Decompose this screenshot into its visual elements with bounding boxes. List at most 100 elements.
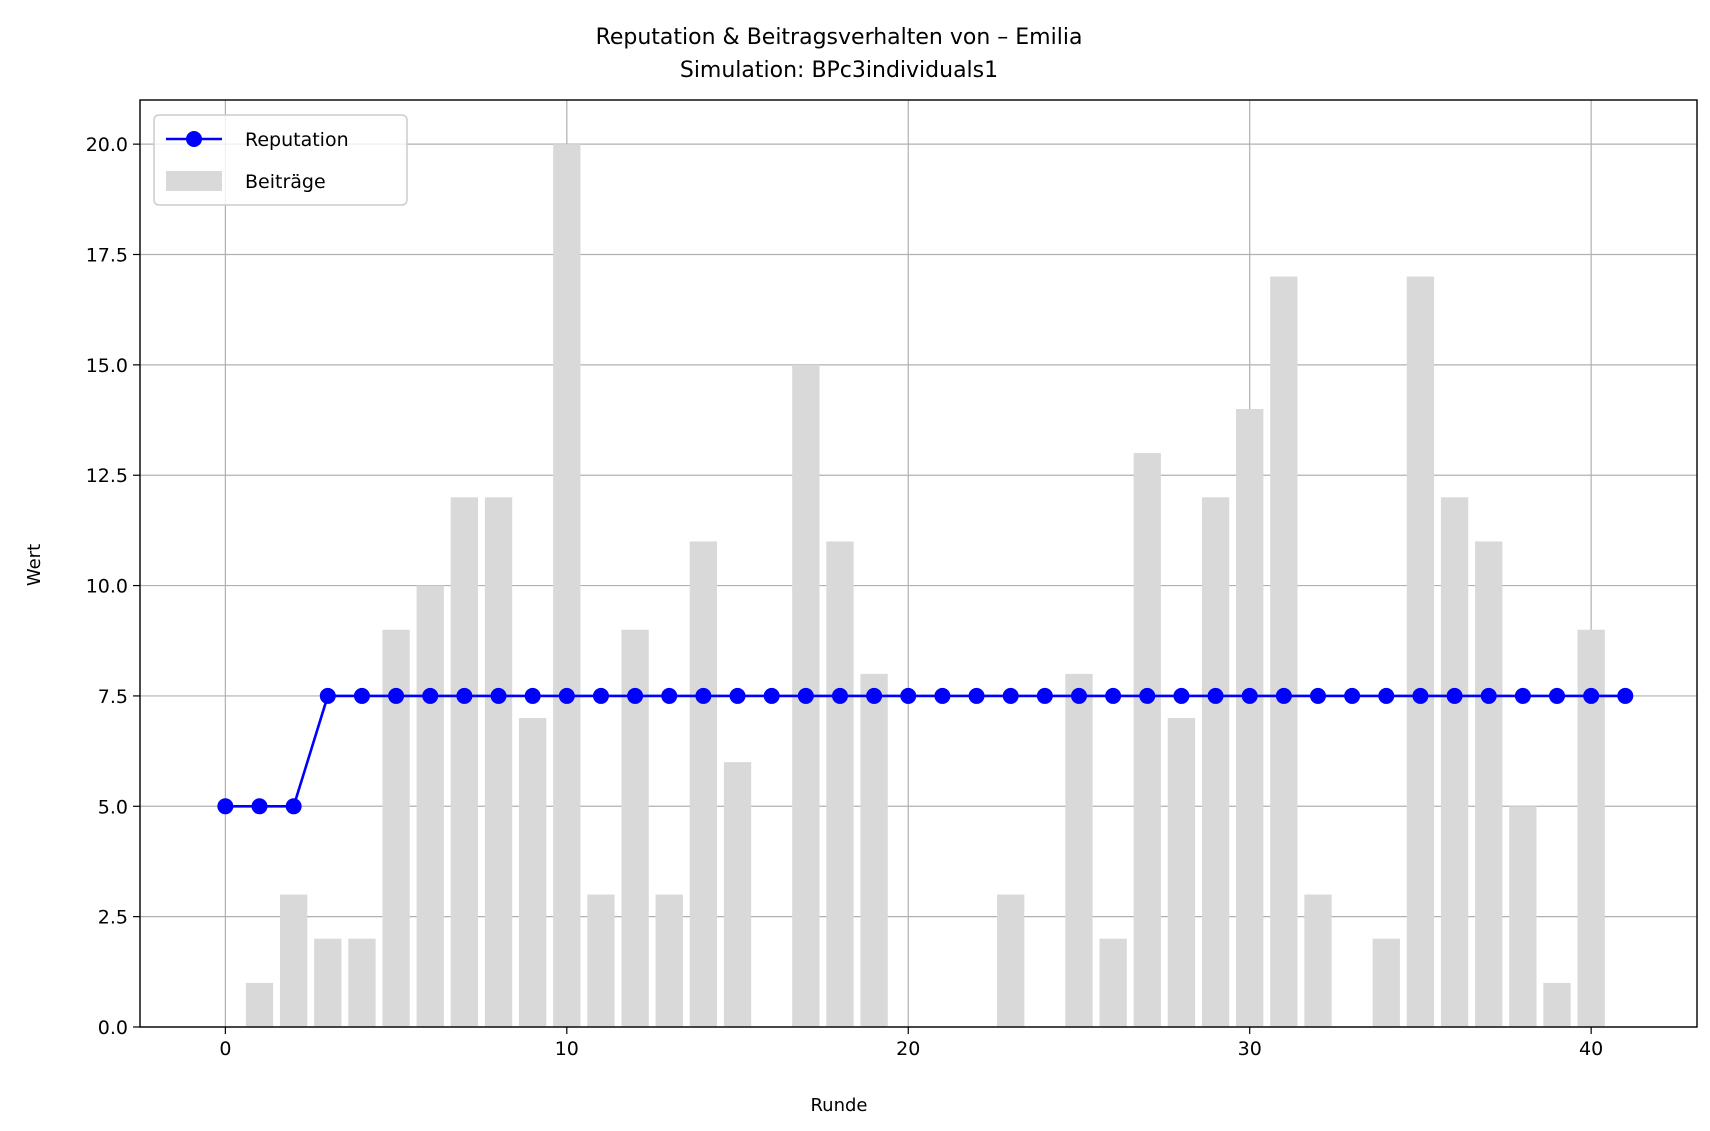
reputation-point <box>1446 687 1463 704</box>
x-tick-label: 40 <box>1579 1038 1603 1060</box>
reputation-point <box>1378 687 1395 704</box>
line-series <box>217 687 1634 815</box>
reputation-point <box>1173 687 1190 704</box>
contribution-bar <box>1372 938 1400 1027</box>
reputation-point <box>1617 687 1634 704</box>
contribution-bar <box>655 894 683 1027</box>
contribution-bar <box>689 541 718 1027</box>
reputation-point <box>661 687 678 704</box>
y-tick-label: 20.0 <box>86 134 128 156</box>
contribution-bar <box>997 894 1025 1027</box>
legend-contributions-label: Beiträge <box>245 171 326 193</box>
contribution-bar <box>587 894 615 1027</box>
reputation-point <box>831 687 848 704</box>
contribution-bar <box>1304 894 1332 1027</box>
legend-reputation-label: Reputation <box>245 129 349 151</box>
reputation-point <box>251 798 268 815</box>
reputation-point <box>217 798 234 815</box>
reputation-point <box>353 687 370 704</box>
reputation-point <box>524 687 541 704</box>
reputation-point <box>1583 687 1600 704</box>
y-axis-label: Wert <box>24 544 45 586</box>
x-axis-label: Runde <box>810 1095 867 1116</box>
reputation-point <box>285 798 302 815</box>
contribution-bar <box>1270 276 1298 1028</box>
contribution-bar <box>1236 409 1264 1027</box>
x-tick-label: 0 <box>219 1038 231 1060</box>
x-tick-label: 20 <box>896 1038 920 1060</box>
bar-series <box>245 144 1605 1028</box>
reputation-point <box>968 687 985 704</box>
contribution-bar <box>860 673 888 1027</box>
contribution-bar <box>245 982 274 1027</box>
reputation-point <box>797 687 814 704</box>
reputation-point <box>627 687 644 704</box>
contribution-bar <box>1099 938 1127 1027</box>
reputation-point <box>1309 687 1326 704</box>
y-tick-label: 12.5 <box>86 465 128 487</box>
plot-frame <box>139 99 1698 1028</box>
contribution-bar <box>484 497 513 1027</box>
reputation-point <box>900 687 917 704</box>
reputation-point <box>1514 687 1531 704</box>
contribution-bar <box>1167 718 1196 1027</box>
reputation-point <box>558 687 575 704</box>
contribution-bar <box>553 144 581 1028</box>
y-tick-label: 17.5 <box>86 245 128 267</box>
contribution-bar <box>826 541 854 1027</box>
reputation-point <box>1070 687 1087 704</box>
y-tick-label: 10.0 <box>86 576 128 598</box>
contribution-bar <box>314 938 342 1027</box>
contribution-bar <box>1133 453 1161 1028</box>
contribution-bar <box>1201 497 1230 1027</box>
legend-contributions-swatch <box>166 171 222 191</box>
reputation-point <box>1412 687 1429 704</box>
x-tick-label: 10 <box>555 1038 579 1060</box>
legend: Reputation Beiträge <box>153 114 408 206</box>
reputation-point <box>1241 687 1258 704</box>
contribution-bar <box>1406 276 1435 1028</box>
reputation-point <box>490 687 507 704</box>
contribution-bar <box>279 894 308 1027</box>
reputation-point <box>1275 687 1292 704</box>
reputation-point <box>1139 687 1156 704</box>
reputation-point <box>934 687 951 704</box>
reputation-point <box>1036 687 1053 704</box>
y-tick-label: 15.0 <box>86 355 128 377</box>
reputation-point <box>763 687 780 704</box>
y-tick-label: 5.0 <box>98 796 128 818</box>
contribution-bar <box>519 718 547 1027</box>
reputation-point <box>422 687 439 704</box>
contribution-bar <box>450 497 479 1027</box>
y-tick-label: 7.5 <box>98 686 128 708</box>
x-tick-label: 30 <box>1238 1038 1262 1060</box>
reputation-point <box>1549 687 1566 704</box>
reputation-point <box>1480 687 1497 704</box>
reputation-point <box>1207 687 1224 704</box>
chart-title-line2: Simulation: BPc3individuals1 <box>680 58 998 83</box>
contribution-bar <box>723 762 752 1027</box>
contribution-bar <box>348 938 376 1027</box>
reputation-point <box>866 687 883 704</box>
legend-reputation-marker <box>186 131 202 147</box>
reputation-point <box>1344 687 1361 704</box>
reputation-point <box>592 687 609 704</box>
reputation-point <box>456 687 473 704</box>
axes: 0 10 20 30 40 0.0 2.5 5.0 7.5 10.0 12.5 15.0 17.5 20.… <box>86 99 1698 1060</box>
reputation-point <box>1002 687 1019 704</box>
reputation-point <box>695 687 712 704</box>
contribution-bar <box>1475 541 1503 1027</box>
y-tick-label: 0.0 <box>98 1017 128 1039</box>
reputation-point <box>729 687 746 704</box>
reputation-point <box>1105 687 1122 704</box>
contribution-bar <box>1065 673 1093 1027</box>
reputation-point <box>388 687 405 704</box>
contribution-bar <box>1509 806 1537 1027</box>
contribution-bar <box>1440 497 1469 1027</box>
reputation-point <box>319 687 336 704</box>
contribution-bar <box>416 585 444 1027</box>
y-tick-label: 2.5 <box>98 907 128 929</box>
contribution-bar <box>1543 982 1571 1027</box>
chart-title-line1: Reputation & Beitragsverhalten von – Emi… <box>596 25 1083 50</box>
